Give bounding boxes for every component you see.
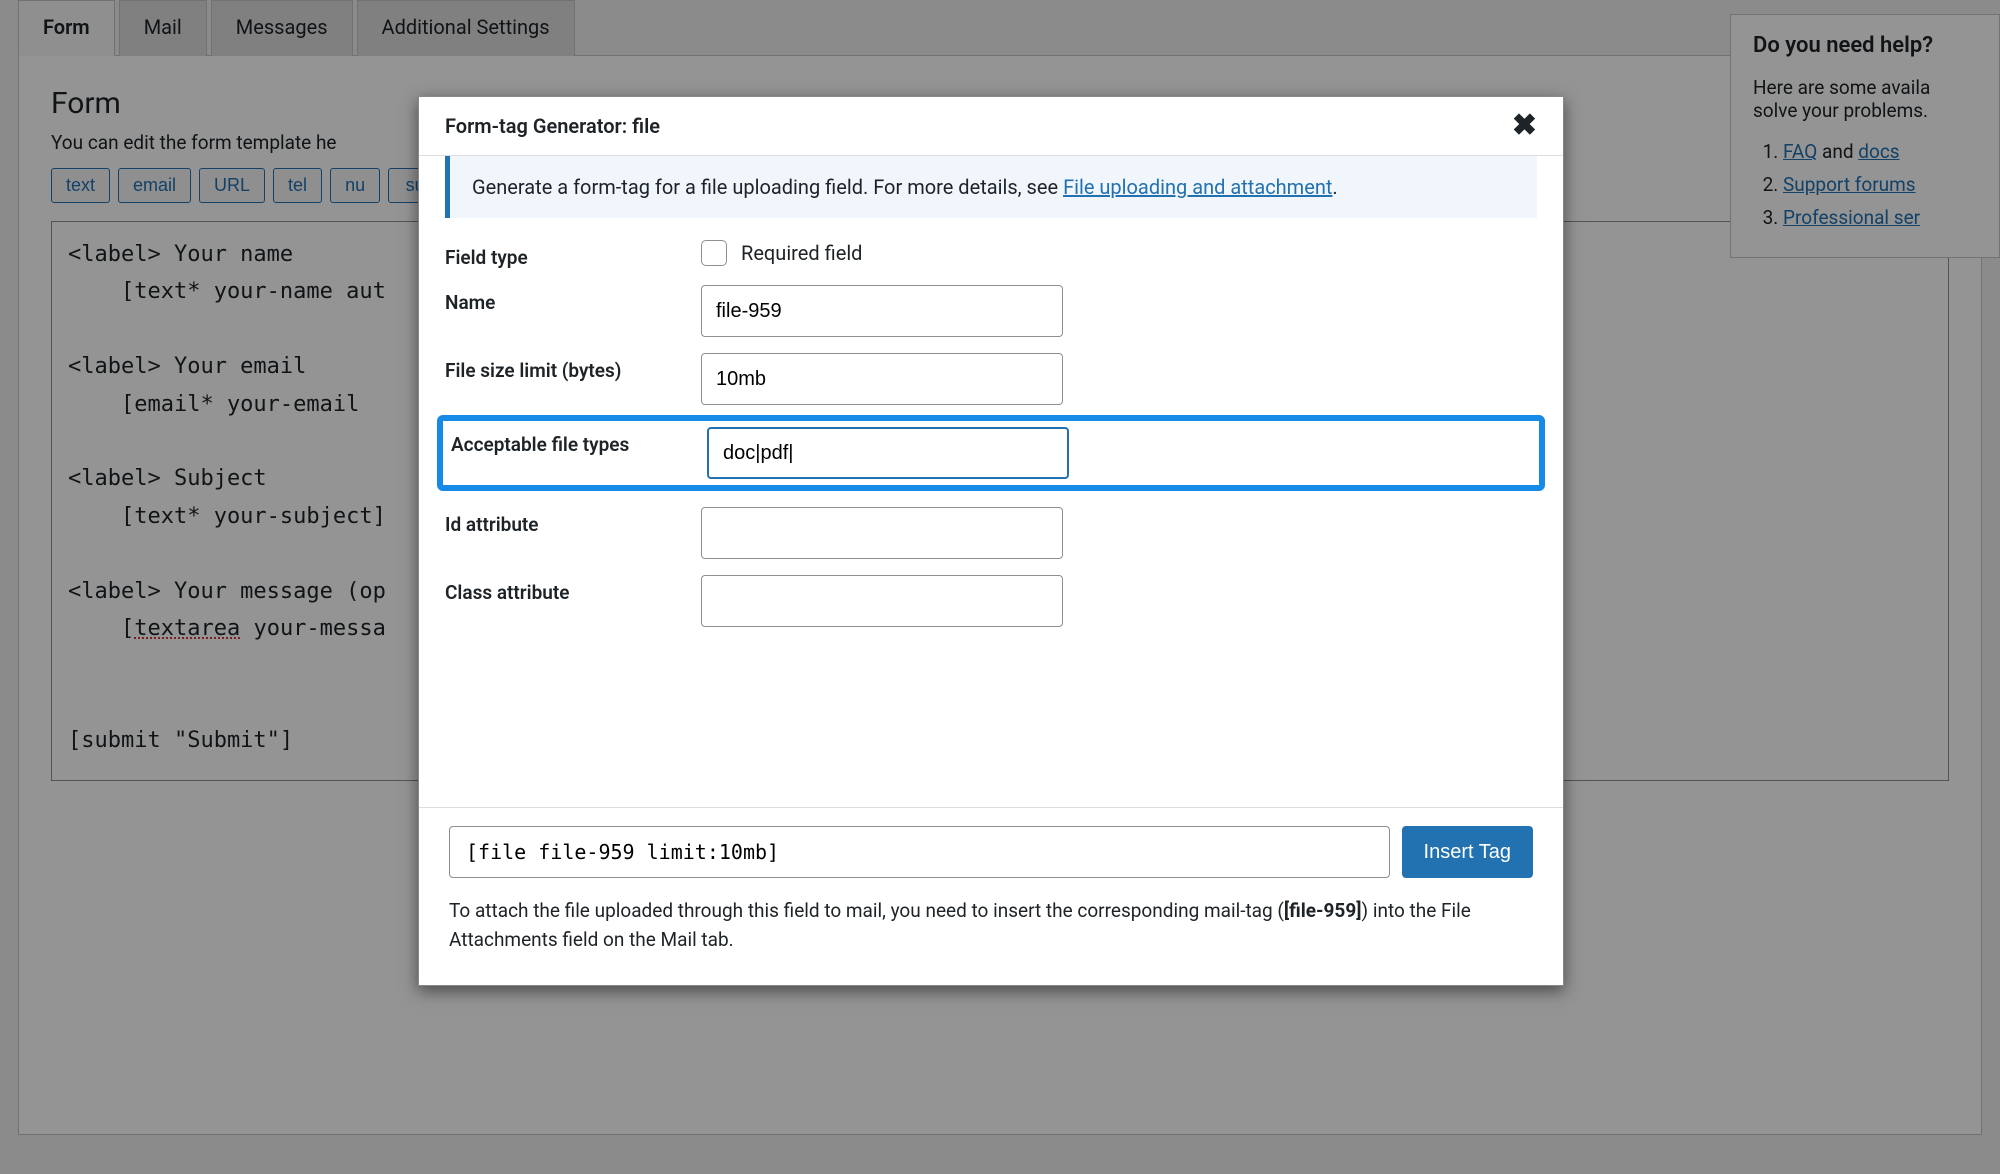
name-label: Name (445, 285, 701, 314)
filetypes-label: Acceptable file types (451, 427, 707, 456)
required-label: Required field (741, 241, 862, 265)
filesize-input[interactable] (701, 353, 1063, 405)
id-attr-input[interactable] (701, 507, 1063, 559)
class-attr-label: Class attribute (445, 575, 701, 604)
class-attr-input[interactable] (701, 575, 1063, 627)
modal-title: Form-tag Generator: file (445, 114, 660, 138)
required-checkbox[interactable] (701, 240, 727, 266)
file-upload-doc-link[interactable]: File uploading and attachment (1063, 175, 1332, 199)
filesize-label: File size limit (bytes) (445, 353, 701, 382)
filetypes-input[interactable] (707, 427, 1069, 479)
close-icon[interactable]: ✖ (1512, 111, 1537, 141)
id-attr-label: Id attribute (445, 507, 701, 536)
insert-tag-button[interactable]: Insert Tag (1402, 826, 1533, 878)
footer-note: To attach the file uploaded through this… (449, 896, 1533, 955)
info-note: Generate a form-tag for a file uploading… (445, 156, 1537, 218)
field-type-label: Field type (445, 240, 701, 269)
form-tag-generator-modal: Form-tag Generator: file ✖ Generate a fo… (418, 96, 1564, 986)
name-input[interactable] (701, 285, 1063, 337)
generated-tag-input[interactable] (449, 826, 1390, 878)
